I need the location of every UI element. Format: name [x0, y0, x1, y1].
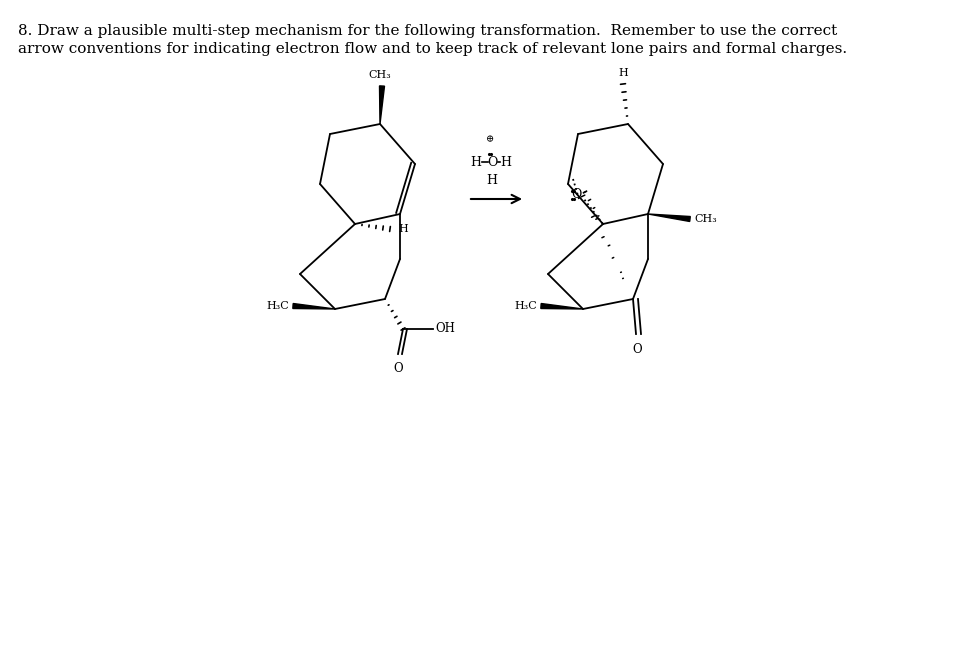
Text: H: H	[486, 173, 498, 186]
Text: O: O	[571, 188, 581, 201]
Text: CH₃: CH₃	[369, 70, 392, 80]
Text: H: H	[398, 224, 408, 234]
Text: OH: OH	[435, 322, 455, 336]
Polygon shape	[648, 214, 690, 222]
Text: O: O	[486, 156, 497, 169]
Text: arrow conventions for indicating electron flow and to keep track of relevant lon: arrow conventions for indicating electro…	[18, 42, 847, 56]
Text: O: O	[632, 343, 642, 356]
Text: ⊕: ⊕	[486, 135, 494, 144]
Polygon shape	[292, 303, 335, 309]
Text: H: H	[471, 156, 482, 169]
Text: H: H	[619, 68, 628, 78]
Text: 8. Draw a plausible multi-step mechanism for the following transformation.  Reme: 8. Draw a plausible multi-step mechanism…	[18, 24, 838, 38]
Text: O: O	[393, 362, 402, 375]
Text: H: H	[501, 156, 511, 169]
Text: CH₃: CH₃	[694, 214, 717, 224]
Polygon shape	[540, 303, 583, 309]
Text: H₃C: H₃C	[514, 301, 537, 311]
Text: H₃C: H₃C	[266, 301, 289, 311]
Polygon shape	[379, 86, 384, 124]
